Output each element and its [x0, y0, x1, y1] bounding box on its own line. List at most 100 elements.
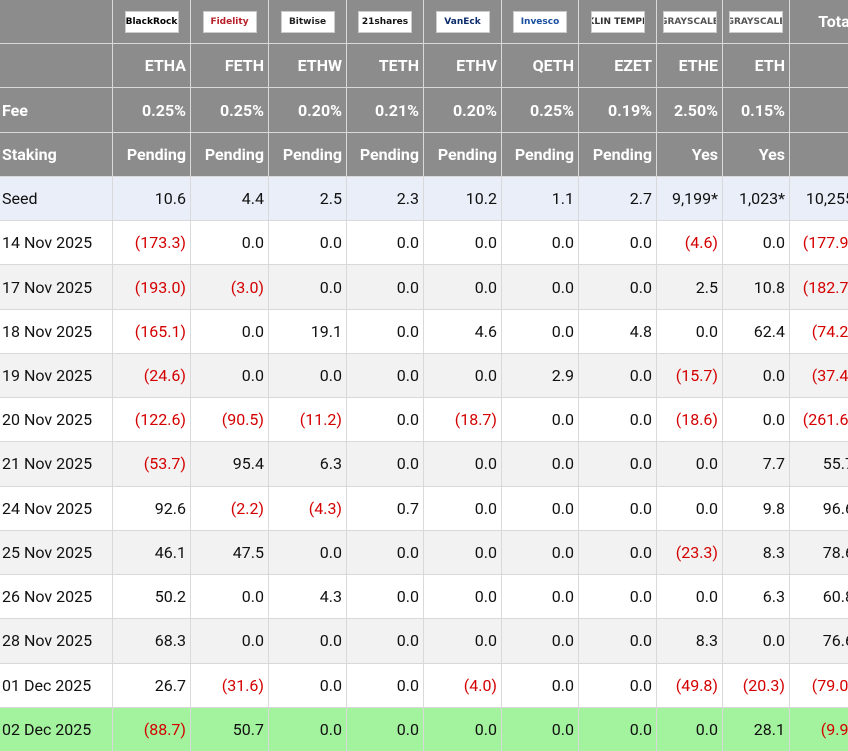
flow-value: 4.3 [269, 575, 346, 619]
flow-value: (3.0) [191, 265, 268, 309]
flow-value: 9,199* [657, 176, 722, 221]
flow-value: 0.0 [424, 619, 501, 663]
flow-value: 2.7 [579, 176, 656, 221]
flow-value: 62.4 [723, 309, 789, 353]
flow-value: 0.0 [579, 619, 656, 663]
fee-value: 0.20% [269, 88, 346, 132]
row-label: 17 Nov 2025 [0, 265, 112, 309]
flow-value: 0.0 [502, 619, 578, 663]
empty-cell [790, 44, 848, 88]
row-label: 24 Nov 2025 [0, 486, 112, 530]
flow-value: 0.0 [424, 530, 501, 575]
logo-cell: VanEck [424, 0, 501, 44]
flow-value: (23.3) [657, 530, 722, 575]
flow-value: 0.0 [191, 309, 268, 353]
flow-value: 8.3 [723, 530, 789, 575]
row-label: 21 Nov 2025 [0, 442, 112, 486]
flow-value: (2.2) [191, 486, 268, 530]
flow-value: 68.3 [113, 619, 190, 663]
total-value: (182.7) [790, 265, 848, 309]
flow-value: (18.6) [657, 398, 722, 442]
flow-value: 92.6 [113, 486, 190, 530]
flow-value: 50.7 [191, 707, 268, 751]
flow-value: 2.3 [347, 176, 423, 221]
flow-value: (173.3) [113, 221, 190, 265]
issuer-logo: GRAYSCALE [662, 10, 717, 33]
flow-value: 0.0 [191, 353, 268, 398]
flow-value: 4.6 [424, 309, 501, 353]
flow-value: 0.0 [657, 442, 722, 486]
row-label: 26 Nov 2025 [0, 575, 112, 619]
flow-value: 0.0 [502, 265, 578, 309]
issuer-logo: 21shares [358, 10, 412, 33]
flow-value: (88.7) [113, 707, 190, 751]
staking-label: Staking [0, 132, 112, 176]
flow-value: (49.8) [657, 663, 722, 707]
total-value: (177.9) [790, 221, 848, 265]
logo-cell: Bitwise [269, 0, 346, 44]
row-label: Seed [0, 176, 112, 221]
flow-value: 2.9 [502, 353, 578, 398]
flow-value: (53.7) [113, 442, 190, 486]
flow-value: 46.1 [113, 530, 190, 575]
flow-value: (4.3) [269, 486, 346, 530]
total-header: Total [790, 0, 848, 44]
flow-value: 0.0 [579, 353, 656, 398]
flow-value: 0.0 [579, 486, 656, 530]
flow-value: (122.6) [113, 398, 190, 442]
logo-cell: FRANKLIN TEMPLETON [579, 0, 656, 44]
logo-cell: BlackRock [113, 0, 190, 44]
flow-value: (31.6) [191, 663, 268, 707]
flow-value: 1,023* [723, 176, 789, 221]
flow-value: 0.0 [269, 619, 346, 663]
ticker: FETH [191, 44, 268, 88]
flow-value: 0.0 [347, 663, 423, 707]
flow-value: 0.0 [347, 575, 423, 619]
row-label: 28 Nov 2025 [0, 619, 112, 663]
staking-value: Pending [579, 132, 656, 176]
issuer-logo: GRAYSCALE [729, 10, 783, 33]
flow-value: (193.0) [113, 265, 190, 309]
issuer-logo: BlackRock [124, 10, 179, 33]
empty-cell [790, 132, 848, 176]
total-value: (9.9) [790, 707, 848, 751]
flow-value: 4.4 [191, 176, 268, 221]
flow-value: 0.0 [579, 707, 656, 751]
flow-value: 0.0 [424, 221, 501, 265]
row-label: 14 Nov 2025 [0, 221, 112, 265]
total-value: 96.6 [790, 486, 848, 530]
flow-value: 0.0 [424, 265, 501, 309]
total-value: 60.8 [790, 575, 848, 619]
total-value: 76.6 [790, 619, 848, 663]
row-label: 01 Dec 2025 [0, 663, 112, 707]
flow-value: 26.7 [113, 663, 190, 707]
flow-value: 0.0 [347, 353, 423, 398]
flow-value: 0.0 [502, 309, 578, 353]
row-label: 19 Nov 2025 [0, 353, 112, 398]
ticker: ETHA [113, 44, 190, 88]
flow-value: 0.0 [502, 221, 578, 265]
flow-value: 0.0 [424, 442, 501, 486]
flow-value: 10.6 [113, 176, 190, 221]
fee-value: 0.25% [113, 88, 190, 132]
logo-cell: 21shares [347, 0, 423, 44]
flow-value: (15.7) [657, 353, 722, 398]
ticker: ETHE [657, 44, 722, 88]
flow-value: (24.6) [113, 353, 190, 398]
flow-value: 0.0 [269, 663, 346, 707]
flow-value: 0.0 [424, 353, 501, 398]
flow-value: 47.5 [191, 530, 268, 575]
flow-value: 7.7 [723, 442, 789, 486]
total-value: 78.6 [790, 530, 848, 575]
staking-value: Pending [424, 132, 501, 176]
flow-value: 0.0 [502, 575, 578, 619]
flow-value: 0.0 [723, 353, 789, 398]
corner-cell [0, 44, 112, 88]
flow-value: 10.2 [424, 176, 501, 221]
flow-value: 0.0 [579, 398, 656, 442]
flow-value: 19.1 [269, 309, 346, 353]
flow-value: 0.0 [502, 486, 578, 530]
flow-value: 0.0 [579, 575, 656, 619]
flow-value: 0.0 [347, 221, 423, 265]
total-value: (79.0) [790, 663, 848, 707]
